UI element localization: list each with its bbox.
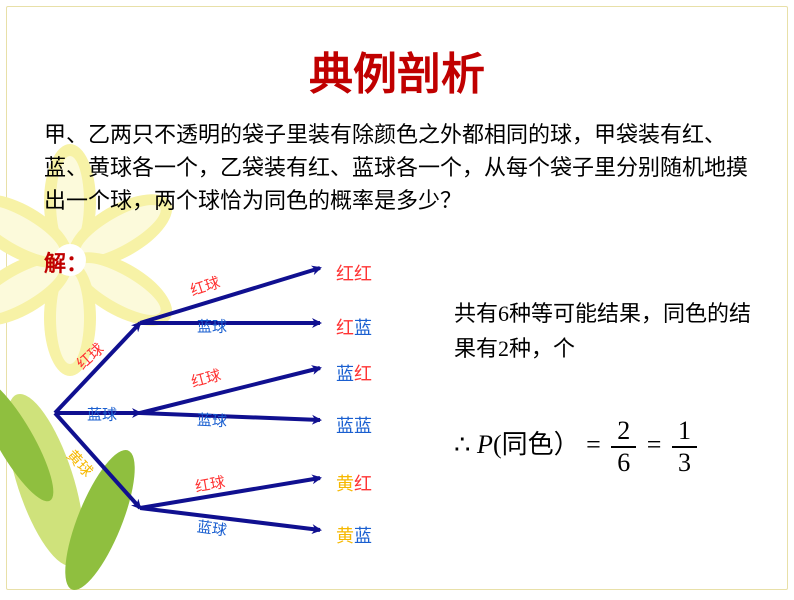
problem-text: 甲、乙两只不透明的袋子里装有除颜色之外都相同的球，甲袋装有红、蓝、黄球各一个，乙…: [44, 118, 758, 217]
level1-edge-label: 蓝球: [87, 404, 117, 425]
level2-edge-label: 蓝球: [197, 316, 227, 337]
p-symbol: P: [477, 430, 493, 459]
tree-diagram: 红球蓝球黄球红球红红蓝球红蓝红球蓝红蓝球蓝蓝红球黄红蓝球黄蓝: [40, 248, 410, 568]
outcome-label: 红蓝: [336, 314, 372, 340]
denominator-a: 6: [611, 446, 636, 478]
probability-formula: ∴ P(同色） = 2 6 = 1 3: [454, 416, 774, 478]
slide-title: 典例剖析: [0, 38, 794, 102]
fraction-1-3: 1 3: [672, 416, 697, 478]
numerator-b: 1: [672, 416, 697, 446]
equals-1: =: [586, 430, 601, 459]
explanation-text: 共有6种等可能结果，同色的结果有2种，个: [454, 296, 764, 366]
fraction-2-6: 2 6: [611, 416, 636, 478]
outcome-label: 黄蓝: [336, 522, 372, 548]
level2-edge-label: 蓝球: [196, 409, 227, 432]
therefore-symbol: ∴: [454, 430, 471, 459]
formula-event: (同色）: [493, 430, 580, 459]
outcome-label: 蓝红: [336, 360, 372, 386]
equals-2: =: [647, 430, 662, 459]
denominator-b: 3: [672, 446, 697, 478]
outcome-label: 蓝蓝: [336, 412, 372, 438]
numerator-a: 2: [611, 416, 636, 446]
level2-edge-label: 蓝球: [196, 516, 229, 541]
outcome-label: 红红: [336, 260, 372, 286]
outcome-label: 黄红: [336, 470, 372, 496]
